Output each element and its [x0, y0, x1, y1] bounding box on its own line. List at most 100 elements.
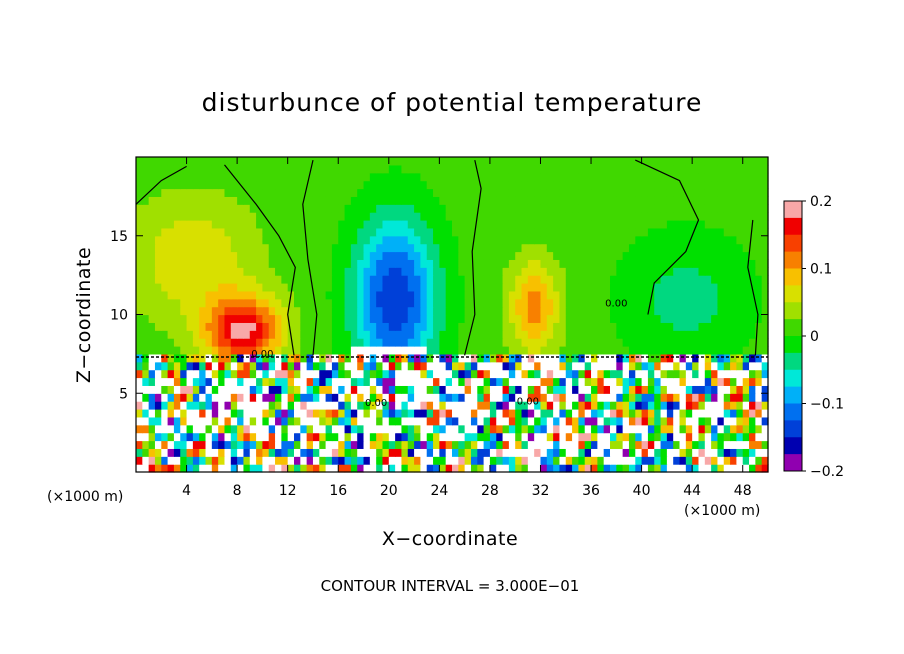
heatmap-cell	[565, 353, 573, 363]
heatmap-cell	[369, 188, 377, 197]
heatmap-cell	[249, 188, 257, 197]
heatmap-cell	[237, 275, 245, 284]
heatmap-cell	[312, 456, 320, 465]
heatmap-cell	[395, 314, 403, 323]
heatmap-cell	[527, 196, 535, 205]
heatmap-cell	[641, 338, 649, 347]
heatmap-cell	[192, 283, 200, 292]
heatmap-cell	[622, 235, 630, 245]
heatmap-cell	[243, 330, 251, 339]
heatmap-cell	[142, 275, 150, 284]
colorbar-label: 0.2	[810, 194, 832, 210]
heatmap-cell	[199, 314, 207, 323]
heatmap-cell	[628, 464, 636, 473]
heatmap-cell	[521, 330, 529, 339]
heatmap-cell	[508, 306, 516, 316]
heatmap-cell	[180, 353, 188, 363]
heatmap-cell	[173, 314, 181, 323]
heatmap-cell	[704, 204, 712, 213]
heatmap-cell	[755, 377, 763, 386]
heatmap-cell	[660, 172, 668, 182]
heatmap-cell	[319, 338, 327, 347]
heatmap-cell	[287, 322, 295, 331]
heatmap-cell	[572, 235, 579, 245]
heatmap-cell	[578, 456, 586, 465]
heatmap-cell	[572, 267, 579, 276]
heatmap-cell	[186, 432, 194, 442]
heatmap-cell	[483, 346, 491, 355]
heatmap-cell	[319, 369, 327, 379]
heatmap-cell	[755, 346, 763, 355]
heatmap-cell	[192, 440, 200, 449]
heatmap-cell	[584, 369, 592, 379]
heatmap-cell	[755, 243, 763, 253]
heatmap-cell	[382, 172, 390, 182]
heatmap-cell	[142, 157, 150, 166]
heatmap-cell	[205, 290, 213, 300]
heatmap-cell	[426, 204, 434, 213]
heatmap-cell	[616, 330, 624, 339]
heatmap-cell	[211, 220, 219, 229]
heatmap-cell	[142, 393, 150, 402]
heatmap-cell	[439, 275, 447, 284]
heatmap-cell	[237, 251, 245, 260]
heatmap-cell	[578, 369, 586, 379]
heatmap-cell	[641, 251, 649, 260]
heatmap-cell	[256, 385, 263, 394]
heatmap-cell	[464, 196, 472, 205]
heatmap-cell	[281, 172, 289, 182]
heatmap-cell	[161, 440, 169, 449]
heatmap-cell	[294, 377, 301, 386]
heatmap-cell	[249, 235, 257, 245]
heatmap-cell	[268, 243, 276, 253]
heatmap-cell	[338, 416, 346, 426]
heatmap-cell	[218, 212, 226, 221]
heatmap-cell	[376, 172, 384, 182]
heatmap-cell	[572, 172, 579, 182]
heatmap-cell	[666, 298, 674, 308]
heatmap-cell	[470, 346, 478, 355]
heatmap-cell	[742, 448, 750, 457]
heatmap-cell	[515, 409, 523, 418]
heatmap-cell	[673, 283, 681, 292]
heatmap-cell	[331, 196, 339, 205]
heatmap-cell	[470, 188, 478, 197]
heatmap-cell	[458, 196, 466, 205]
heatmap-cell	[755, 172, 763, 182]
heatmap-cell	[698, 180, 706, 190]
heatmap-cell	[192, 416, 200, 426]
heatmap-cell	[470, 322, 478, 331]
heatmap-cell	[464, 432, 472, 442]
heatmap-cell	[470, 180, 478, 190]
heatmap-cell	[711, 235, 719, 245]
heatmap-cell	[489, 283, 497, 292]
heatmap-cell	[673, 440, 681, 449]
heatmap-cell	[723, 409, 731, 418]
heatmap-cell	[363, 377, 371, 386]
heatmap-cell	[628, 290, 636, 300]
heatmap-cell	[597, 188, 605, 197]
heatmap-cell	[679, 314, 687, 323]
heatmap-cell	[578, 432, 586, 442]
heatmap-cell	[275, 377, 282, 386]
heatmap-cell	[306, 298, 314, 308]
heatmap-cell	[325, 196, 333, 205]
heatmap-cell	[439, 235, 447, 245]
heatmap-cell	[256, 227, 263, 237]
heatmap-cell	[742, 275, 750, 284]
heatmap-cell	[294, 220, 301, 229]
heatmap-cell	[319, 227, 327, 237]
heatmap-cell	[439, 456, 447, 465]
heatmap-cell	[439, 440, 447, 449]
heatmap-cell	[281, 314, 289, 323]
heatmap-cell	[647, 220, 655, 229]
heatmap-cell	[426, 353, 434, 363]
heatmap-cell	[205, 346, 213, 355]
heatmap-cell	[350, 464, 358, 473]
heatmap-cell	[730, 212, 737, 221]
heatmap-cell	[439, 227, 447, 237]
heatmap-cell	[395, 393, 403, 402]
heatmap-cell	[199, 290, 207, 300]
heatmap-cell	[749, 180, 756, 190]
heatmap-cell	[338, 448, 346, 457]
